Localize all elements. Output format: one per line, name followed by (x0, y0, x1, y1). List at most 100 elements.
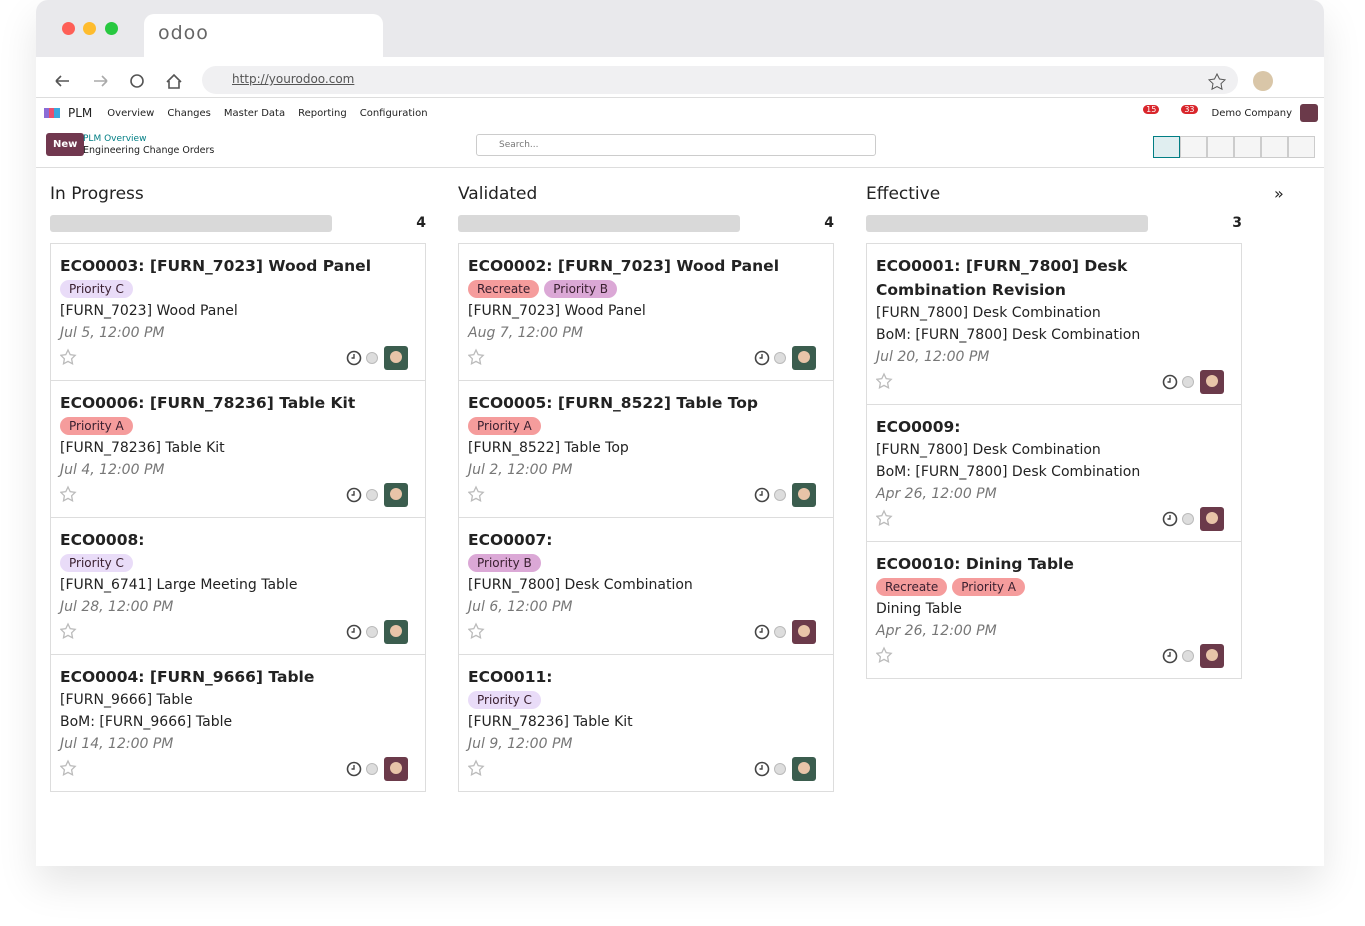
card-line: [FURN_7023] Wood Panel (60, 303, 238, 319)
column-count: 3 (1232, 215, 1242, 231)
tag: Priority C (60, 280, 133, 298)
card-icons[interactable] (59, 618, 418, 644)
card-icons[interactable] (875, 368, 1234, 394)
tab-bar: odoo (36, 0, 1324, 57)
tag-row: Priority B (468, 552, 824, 574)
app-name[interactable]: PLM (68, 106, 93, 120)
card-icons[interactable] (467, 481, 826, 507)
card-line: [FURN_7800] Desk Combination (876, 305, 1101, 321)
menu-item[interactable]: Overview (107, 107, 155, 119)
breadcrumb[interactable]: PLM Overview (83, 134, 147, 144)
card-list: ECO0002: [FURN_7023] Wood Panel Recreate P… (458, 243, 834, 792)
card-title: ECO0011: (468, 668, 553, 686)
card-title: ECO0003: [FURN_7023] Wood Panel (60, 257, 372, 275)
card-line: BoM: [FURN_7800] Desk Combination (876, 464, 1141, 480)
calendar-view-button[interactable] (1207, 136, 1234, 158)
browser-tab[interactable]: odoo (144, 14, 383, 57)
kanban-card[interactable]: ECO0007: Priority B [FURN_7800] Desk Combi… (459, 517, 833, 654)
tag-row: Recreate Priority B (468, 278, 824, 300)
menu-item[interactable]: Configuration (359, 107, 428, 119)
tag: Priority B (468, 554, 541, 572)
kanban-card[interactable]: ECO0003: [FURN_7023] Wood Panel Priority … (51, 244, 425, 380)
column-title: Validated (458, 184, 538, 204)
tag-row: Priority C (468, 689, 824, 711)
kanban-card[interactable]: ECO0002: [FURN_7023] Wood Panel Recreate P… (459, 244, 833, 380)
tag-row: Priority A (468, 415, 824, 437)
tag-row: Recreate Priority A (876, 576, 1232, 598)
card-line: BoM: [FURN_7800] Desk Combination (876, 327, 1141, 343)
card-line: [FURN_8522] Table Top (468, 440, 629, 456)
kanban-card[interactable]: ECO0008: Priority C [FURN_6741] Large Meet… (51, 517, 425, 654)
new-button[interactable]: New (46, 133, 85, 156)
activity-badge[interactable]: 33 (1181, 104, 1198, 114)
card-icons[interactable] (467, 618, 826, 644)
card-list: ECO0003: [FURN_7023] Wood Panel Priority … (50, 243, 426, 792)
card-footer (875, 642, 1234, 668)
page-title: Engineering Change Orders (83, 145, 215, 156)
card-date: Jul 4, 12:00 PM (60, 462, 165, 478)
kanban-view-button[interactable] (1153, 136, 1180, 158)
close-button[interactable] (62, 22, 75, 35)
menu-item[interactable]: Master Data (223, 107, 286, 119)
minimize-button[interactable] (83, 22, 96, 35)
card-icons[interactable] (875, 505, 1234, 531)
search-box[interactable]: Search... (476, 134, 876, 156)
card-icons[interactable] (875, 642, 1234, 668)
progress-bar (50, 215, 332, 232)
card-footer (59, 344, 418, 370)
card-date: Aug 7, 12:00 PM (468, 325, 583, 341)
activity-view-button[interactable] (1288, 136, 1315, 158)
menu-item[interactable]: Changes (167, 107, 211, 119)
card-title: ECO0010: Dining Table (876, 555, 1074, 573)
kanban-card[interactable]: ECO0005: [FURN_8522] Table Top Priority A… (459, 380, 833, 517)
card-footer (467, 755, 826, 781)
card-icons[interactable] (467, 755, 826, 781)
fold-toggle[interactable]: » (1274, 184, 1284, 203)
card-title: ECO0008: (60, 531, 145, 549)
maximize-button[interactable] (105, 22, 118, 35)
card-footer (467, 344, 826, 370)
tag: Priority A (60, 417, 133, 435)
kanban-card[interactable]: ECO0006: [FURN_78236] Table Kit Priority … (51, 380, 425, 517)
card-title: ECO0002: [FURN_7023] Wood Panel (468, 257, 780, 275)
card-date: Jul 14, 12:00 PM (60, 736, 174, 752)
kanban-card[interactable]: ECO0011: Priority C [FURN_78236] Table Kit… (459, 654, 833, 791)
card-footer (59, 481, 418, 507)
card-date: Apr 26, 12:00 PM (876, 486, 997, 502)
card-footer (875, 505, 1234, 531)
card-footer (467, 618, 826, 644)
browser-actions[interactable] (1201, 57, 1281, 98)
kanban-card[interactable]: ECO0010: Dining Table Recreate Priority A D… (867, 541, 1241, 678)
card-title: ECO0006: [FURN_78236] Table Kit (60, 394, 356, 412)
kanban-card[interactable]: ECO0004: [FURN_9666] Table [FURN_9666] Ta… (51, 654, 425, 791)
app-icon (44, 108, 60, 118)
tag-row: Priority C (60, 278, 416, 300)
card-title: ECO0004: [FURN_9666] Table (60, 668, 315, 686)
menu-item[interactable]: Reporting (298, 107, 347, 119)
card-date: Jul 20, 12:00 PM (876, 349, 990, 365)
card-line: [FURN_78236] Table Kit (60, 440, 225, 456)
tag: Recreate (876, 578, 948, 596)
nav-buttons[interactable] (46, 57, 206, 98)
card-line: [FURN_7800] Desk Combination (468, 577, 693, 593)
message-badge[interactable]: 15 (1143, 104, 1160, 114)
card-icons[interactable] (59, 344, 418, 370)
control-panel: New PLM Overview Engineering Change Orde… (36, 128, 1324, 168)
tag-row: Priority C (60, 552, 416, 574)
card-icons[interactable] (467, 344, 826, 370)
company-switcher[interactable]: Demo Company (1211, 107, 1292, 119)
card-date: Apr 26, 12:00 PM (876, 623, 997, 639)
url-bar[interactable]: http://yourodoo.com (202, 66, 1238, 94)
card-icons[interactable] (59, 755, 418, 781)
tag-row: Priority A (60, 415, 416, 437)
card-line: [FURN_6741] Large Meeting Table (60, 577, 298, 593)
kanban-card[interactable]: ECO0001: [FURN_7800] Desk Combination Re… (867, 244, 1241, 404)
pivot-view-button[interactable] (1234, 136, 1261, 158)
card-title: ECO0005: [FURN_8522] Table Top (468, 394, 759, 412)
graph-view-button[interactable] (1261, 136, 1288, 158)
kanban-card[interactable]: ECO0009: [FURN_7800] Desk Combination BoM:… (867, 404, 1241, 541)
user-avatar[interactable] (1300, 104, 1318, 122)
list-view-button[interactable] (1180, 136, 1207, 158)
card-icons[interactable] (59, 481, 418, 507)
